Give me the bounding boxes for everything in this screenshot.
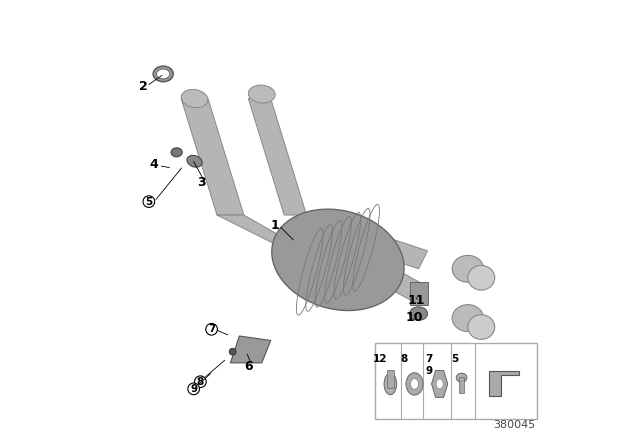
Polygon shape (378, 237, 428, 269)
Text: 7
9: 7 9 (425, 354, 433, 375)
Ellipse shape (456, 373, 467, 382)
Polygon shape (217, 215, 307, 251)
Ellipse shape (248, 85, 275, 103)
Text: 3: 3 (197, 176, 205, 189)
Polygon shape (468, 305, 481, 327)
Bar (460, 377, 464, 393)
Ellipse shape (410, 379, 419, 389)
Ellipse shape (157, 69, 170, 79)
Polygon shape (431, 370, 448, 397)
Circle shape (426, 360, 438, 372)
Polygon shape (419, 385, 454, 417)
Polygon shape (490, 371, 519, 396)
Ellipse shape (384, 373, 397, 395)
Text: 12: 12 (372, 354, 387, 364)
Circle shape (195, 376, 206, 388)
Text: 4: 4 (149, 158, 157, 172)
Text: 5: 5 (145, 197, 152, 207)
Text: 9: 9 (190, 384, 197, 394)
Ellipse shape (153, 66, 173, 82)
Polygon shape (468, 255, 481, 278)
Ellipse shape (272, 209, 404, 310)
Ellipse shape (406, 373, 423, 395)
Ellipse shape (187, 155, 202, 167)
Text: 11: 11 (408, 293, 425, 307)
Text: 7: 7 (208, 324, 215, 334)
Circle shape (206, 323, 218, 335)
Ellipse shape (229, 349, 236, 355)
Ellipse shape (410, 307, 428, 320)
FancyBboxPatch shape (374, 343, 537, 419)
Polygon shape (248, 99, 307, 215)
Text: 2: 2 (139, 79, 147, 93)
Ellipse shape (468, 265, 495, 290)
Circle shape (188, 383, 200, 395)
Ellipse shape (452, 255, 484, 282)
Text: 6: 6 (244, 359, 253, 373)
Polygon shape (378, 264, 428, 305)
Circle shape (143, 196, 155, 207)
Text: 380045: 380045 (493, 420, 535, 430)
Polygon shape (230, 336, 271, 363)
Ellipse shape (449, 385, 460, 417)
Text: 10: 10 (405, 311, 423, 324)
Ellipse shape (413, 385, 424, 417)
Ellipse shape (171, 148, 182, 157)
Text: 1: 1 (271, 219, 280, 232)
Ellipse shape (452, 305, 484, 332)
Ellipse shape (468, 314, 495, 340)
Text: 8: 8 (196, 377, 204, 387)
Polygon shape (410, 282, 428, 305)
Polygon shape (181, 99, 244, 215)
Text: 5: 5 (451, 354, 458, 364)
Text: 12: 12 (425, 361, 439, 371)
Bar (387, 370, 394, 388)
Ellipse shape (436, 379, 443, 389)
Text: 13: 13 (445, 405, 462, 418)
Ellipse shape (181, 90, 208, 108)
Text: 8: 8 (400, 354, 408, 364)
